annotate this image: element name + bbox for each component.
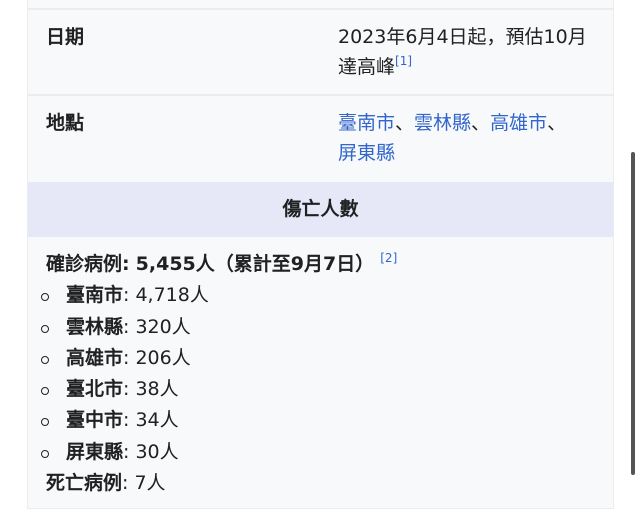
location-value: 臺南市、雲林縣、高雄市、屏東縣: [338, 112, 567, 164]
place-link[interactable]: 臺南市: [338, 112, 396, 134]
reference-link[interactable]: [1]: [395, 54, 413, 68]
casualties-content: 確診病例: 5,455人（累計至9月7日） [2] 臺南市: 4,718人 雲林…: [40, 249, 398, 499]
date-label: 日期: [46, 26, 85, 48]
location-row: 地點 臺南市、雲林縣、高雄市、屏東縣: [28, 94, 613, 182]
date-row: 日期 2023年6月4日起，預估10月達高峰[1]: [28, 8, 613, 94]
list-item: 臺南市: 4,718人: [40, 280, 397, 311]
reference-link[interactable]: [2]: [380, 251, 398, 265]
location-label: 地點: [46, 112, 85, 134]
infobox: 日期 2023年6月4日起，預估10月達高峰[1] 地點 臺南市、雲林縣、高雄市…: [27, 0, 614, 509]
place-link[interactable]: 屏東縣: [338, 142, 396, 164]
scrollbar[interactable]: [631, 152, 635, 475]
confirmed-cases: 確診病例: 5,455人（累計至9月7日） [2]: [46, 251, 398, 275]
list-item: 臺北市: 38人: [40, 374, 397, 405]
list-item: 高雄市: 206人: [40, 343, 397, 374]
list-item: 屏東縣: 30人: [40, 437, 397, 468]
date-value: 2023年6月4日起，預估10月達高峰[1]: [338, 26, 587, 78]
list-item: 雲林縣: 320人: [40, 312, 397, 343]
place-link[interactable]: 高雄市: [490, 112, 548, 134]
list-item: 臺中市: 34人: [40, 405, 397, 436]
casualties-header: 傷亡人數: [28, 182, 613, 237]
deaths: 死亡病例: 7人: [46, 472, 166, 495]
place-link[interactable]: 雲林縣: [414, 112, 472, 134]
